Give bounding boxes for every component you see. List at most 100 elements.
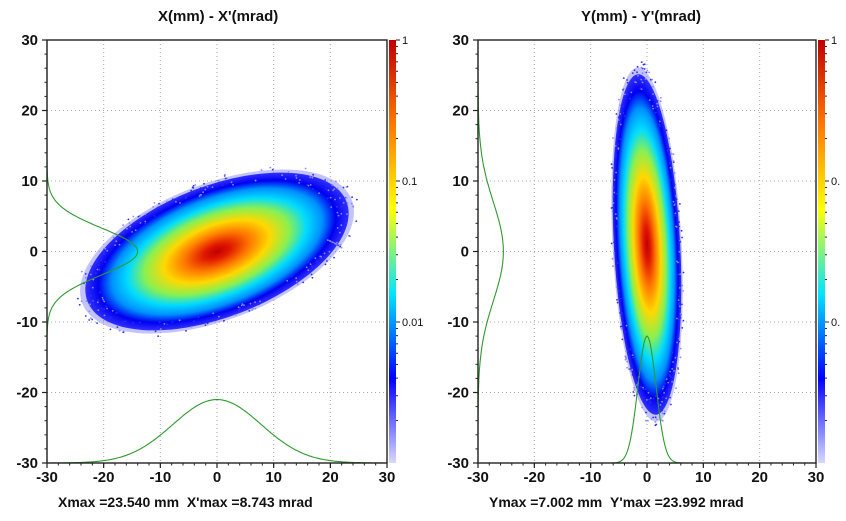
distribution-point bbox=[252, 307, 254, 310]
distribution-point bbox=[614, 155, 617, 158]
distribution-point bbox=[198, 195, 201, 198]
distribution-point bbox=[669, 396, 671, 399]
distribution-point bbox=[643, 388, 645, 390]
distribution-point bbox=[670, 403, 672, 406]
distribution-point bbox=[204, 324, 207, 326]
distribution-point bbox=[170, 328, 173, 330]
distribution-point bbox=[206, 185, 209, 188]
distribution-point bbox=[339, 243, 342, 246]
y-tick-label: -30 bbox=[16, 455, 38, 472]
distribution-point bbox=[655, 418, 658, 421]
distribution-point bbox=[671, 368, 674, 370]
distribution-point bbox=[122, 224, 124, 226]
distribution-point bbox=[346, 202, 349, 204]
distribution-point bbox=[650, 418, 653, 420]
distribution-point bbox=[339, 231, 341, 234]
distribution-point bbox=[641, 72, 644, 75]
distribution-point bbox=[311, 176, 314, 179]
distribution-point bbox=[674, 214, 676, 217]
distribution-point bbox=[676, 354, 678, 357]
distribution-point bbox=[334, 242, 337, 245]
distribution-point bbox=[90, 265, 92, 267]
distribution-point bbox=[320, 255, 323, 258]
distribution-point bbox=[240, 304, 243, 307]
distribution-point bbox=[669, 375, 672, 378]
distribution-point bbox=[352, 205, 355, 208]
distribution-point bbox=[678, 305, 681, 308]
distribution-point bbox=[295, 177, 298, 179]
distribution-point bbox=[654, 395, 657, 397]
x-tick-label: 0 bbox=[213, 469, 221, 486]
distribution-point bbox=[650, 78, 652, 81]
distribution-point bbox=[669, 166, 672, 169]
distribution-point bbox=[613, 179, 616, 181]
distribution-point bbox=[316, 260, 318, 263]
distribution-point bbox=[186, 193, 189, 196]
distribution-point bbox=[101, 296, 104, 299]
distribution-point bbox=[647, 391, 650, 394]
distribution-point bbox=[678, 221, 680, 224]
x-tick-label: 20 bbox=[322, 469, 339, 486]
distribution-point bbox=[336, 187, 339, 190]
distribution-point bbox=[203, 182, 205, 185]
distribution-point bbox=[356, 198, 358, 201]
distribution-point bbox=[318, 192, 320, 195]
distribution-point bbox=[649, 398, 652, 401]
distribution-point bbox=[156, 206, 159, 209]
distribution-point bbox=[666, 149, 669, 152]
distribution-point bbox=[194, 184, 197, 186]
distribution-point bbox=[91, 318, 94, 321]
distribution-point bbox=[619, 312, 621, 314]
distribution-point bbox=[677, 210, 680, 213]
distribution-point bbox=[672, 160, 675, 162]
distribution-point bbox=[629, 348, 632, 351]
x-tick-label: 10 bbox=[265, 469, 282, 486]
distribution-point bbox=[617, 116, 620, 118]
distribution-point bbox=[682, 271, 685, 274]
distribution-point bbox=[80, 270, 83, 273]
distribution-point bbox=[97, 309, 100, 311]
distribution-point bbox=[336, 211, 339, 214]
distribution-point bbox=[310, 265, 313, 267]
distribution-point bbox=[346, 213, 348, 216]
distribution-point bbox=[190, 189, 193, 192]
y-tick-label: 0 bbox=[461, 244, 469, 261]
distribution-point bbox=[179, 202, 181, 204]
distribution-point bbox=[224, 177, 227, 180]
distribution-point bbox=[98, 312, 101, 315]
distribution-point bbox=[614, 144, 617, 147]
colorbar-tick-label: 1 bbox=[831, 35, 837, 47]
distribution-point bbox=[191, 186, 194, 189]
distribution-point bbox=[664, 383, 666, 385]
distribution-point bbox=[296, 283, 299, 285]
x-tick-label: -30 bbox=[36, 469, 58, 486]
density-distribution bbox=[612, 74, 682, 415]
distribution-point bbox=[676, 341, 678, 344]
distribution-point bbox=[139, 214, 141, 217]
distribution-point bbox=[138, 321, 141, 324]
distribution-point bbox=[635, 81, 637, 84]
distribution-point bbox=[629, 97, 631, 100]
distribution-point bbox=[86, 286, 89, 289]
distribution-point bbox=[295, 280, 298, 283]
distribution-point bbox=[89, 317, 92, 319]
xmax-label: Xmax =23.540 mm bbox=[58, 494, 180, 510]
distribution-point bbox=[625, 350, 628, 353]
distribution-point bbox=[624, 330, 627, 333]
x-tick-label: -30 bbox=[467, 469, 489, 486]
distribution-point bbox=[199, 193, 202, 196]
distribution-point bbox=[626, 360, 628, 363]
colorbar-tick-label: 0. bbox=[831, 176, 840, 188]
distribution-point bbox=[217, 179, 220, 182]
distribution-point bbox=[190, 326, 193, 328]
distribution-point bbox=[118, 322, 120, 325]
distribution-point bbox=[212, 312, 215, 315]
distribution-point bbox=[98, 291, 101, 294]
distribution-point bbox=[91, 299, 93, 302]
distribution-point bbox=[171, 321, 174, 323]
distribution-point bbox=[163, 323, 166, 325]
distribution-point bbox=[675, 387, 677, 390]
distribution-point bbox=[330, 206, 333, 209]
y-tick-label: 10 bbox=[21, 173, 38, 190]
